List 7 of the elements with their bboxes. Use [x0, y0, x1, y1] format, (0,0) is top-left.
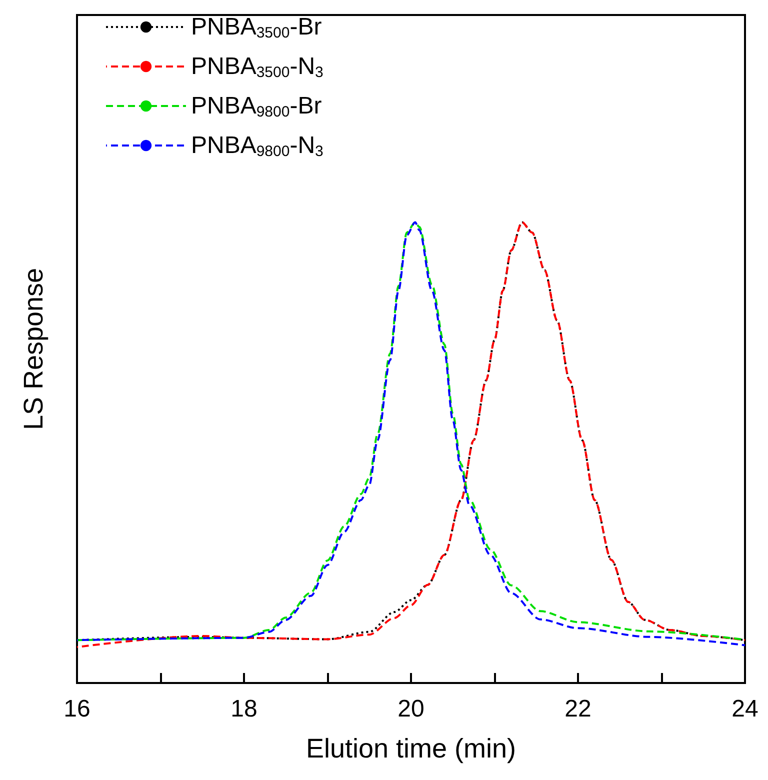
- x-tick-label: 16: [64, 696, 90, 722]
- x-tick-label: 24: [732, 696, 758, 722]
- x-tick-label: 22: [564, 696, 592, 722]
- y-axis-title: LS Response: [18, 268, 48, 430]
- x-tick-label: 20: [398, 696, 424, 722]
- x-axis-title: Elution time (min): [306, 734, 516, 764]
- x-tick-label: 18: [230, 696, 258, 722]
